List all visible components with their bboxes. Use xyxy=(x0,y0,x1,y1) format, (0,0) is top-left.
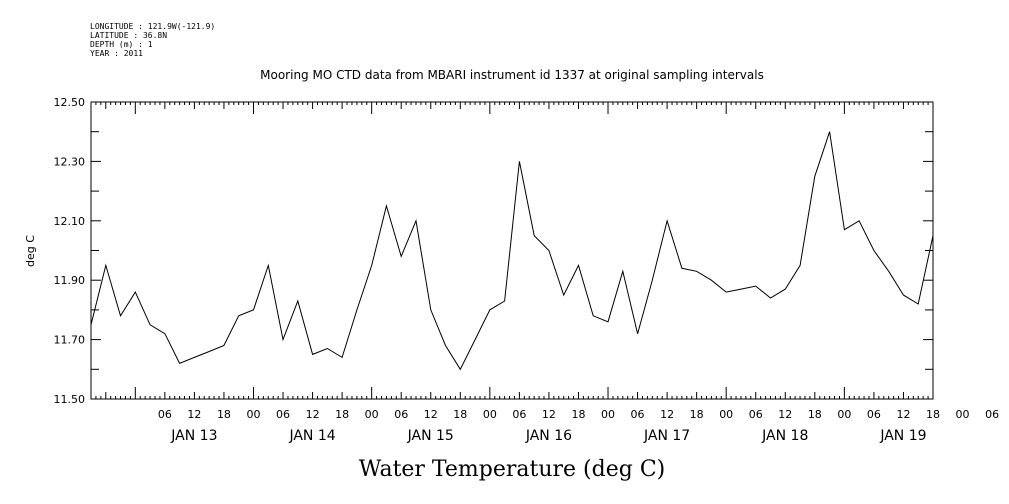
x-tick-label: 00 xyxy=(483,408,497,421)
temperature-series-line xyxy=(90,131,934,371)
x-date-label: JAN 18 xyxy=(761,428,808,444)
x-tick-label: 06 xyxy=(394,408,408,421)
header-info: LONGITUDE : 121.9W(-121.9) LATITUDE : 36… xyxy=(90,22,215,58)
x-tick-label: 00 xyxy=(956,408,970,421)
x-tick-label: 18 xyxy=(335,408,349,421)
plot-frame xyxy=(90,101,934,400)
x-tick-label: 06 xyxy=(158,408,172,421)
x-tick-label: 00 xyxy=(246,408,260,421)
x-tick-label: 18 xyxy=(926,408,940,421)
y-tick-label: 12.10 xyxy=(54,215,86,228)
y-tick-label: 11.70 xyxy=(54,334,86,347)
x-tick-label: 12 xyxy=(778,408,792,421)
x-tick-label: 12 xyxy=(187,408,201,421)
x-date-label: JAN 16 xyxy=(525,428,572,444)
longitude-label: LONGITUDE : 121.9W(-121.9) xyxy=(90,22,216,31)
x-tick-label: 00 xyxy=(601,408,615,421)
x-tick-label: 06 xyxy=(512,408,526,421)
x-tick-label: 18 xyxy=(571,408,585,421)
x-tick-label: 12 xyxy=(542,408,556,421)
x-tick-label: 06 xyxy=(631,408,645,421)
x-date-label: JAN 19 xyxy=(879,428,926,444)
y-tick-label: 12.50 xyxy=(54,96,86,109)
x-axis: 06 12 18 00 06 12 18 00 06 12 18 00 06 12 18 00 06 12 18 00… xyxy=(90,102,999,444)
x-tick-label: 12 xyxy=(306,408,320,421)
y-tick-label: 11.50 xyxy=(54,393,86,406)
x-tick-label: 00 xyxy=(719,408,733,421)
x-tick-label: 18 xyxy=(453,408,467,421)
x-tick-label: 00 xyxy=(837,408,851,421)
y-axis: 11.50 11.70 11.90 12.10 12.30 12.50 xyxy=(54,96,933,406)
depth-label: DEPTH (m) : 1 xyxy=(90,40,153,49)
x-tick-label: 12 xyxy=(896,408,910,421)
chart-title: Mooring MO CTD data from MBARI instrumen… xyxy=(260,68,764,82)
x-tick-label: 06 xyxy=(749,408,763,421)
x-tick-label: 12 xyxy=(424,408,438,421)
x-tick-label: 18 xyxy=(690,408,704,421)
x-date-label: JAN 15 xyxy=(407,428,454,444)
x-date-label: JAN 13 xyxy=(170,428,217,444)
x-tick-label: 00 xyxy=(365,408,379,421)
y-tick-label: 11.90 xyxy=(54,274,86,287)
x-tick-label: 06 xyxy=(867,408,881,421)
x-tick-label: 06 xyxy=(276,408,290,421)
x-tick-label: 06 xyxy=(985,408,999,421)
x-tick-label: 18 xyxy=(808,408,822,421)
y-axis-label: deg C xyxy=(24,235,37,267)
x-tick-label: 18 xyxy=(217,408,231,421)
series-group xyxy=(90,131,934,371)
x-axis-label: Water Temperature (deg C) xyxy=(359,457,666,482)
year-label: YEAR : 2011 xyxy=(90,49,143,58)
y-tick-label: 12.30 xyxy=(54,155,86,168)
latitude-label: LATITUDE : 36.8N xyxy=(90,31,168,40)
x-tick-label: 12 xyxy=(660,408,674,421)
x-date-label: JAN 17 xyxy=(643,428,690,444)
x-date-label: JAN 14 xyxy=(288,428,335,444)
